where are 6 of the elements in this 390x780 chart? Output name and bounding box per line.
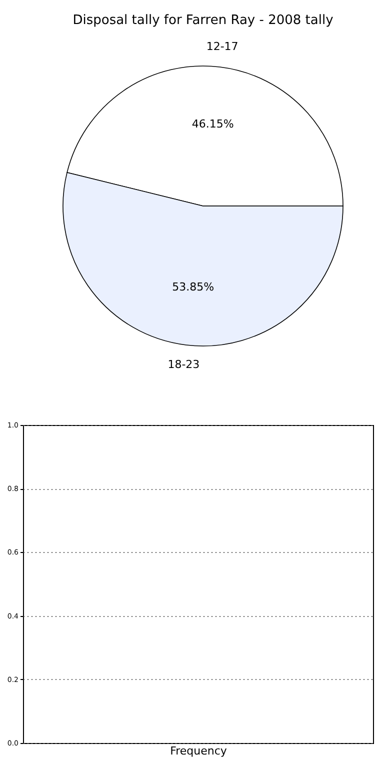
slice-label: 12-17 — [206, 40, 238, 54]
chart-title: Disposal tally for Farren Ray - 2008 tally — [72, 13, 334, 28]
x-axis-title: Frequency — [170, 744, 228, 758]
data-label: 46.15% — [192, 118, 234, 131]
slice-label: 18-23 — [168, 358, 200, 371]
data-label: 53.85% — [172, 280, 214, 294]
